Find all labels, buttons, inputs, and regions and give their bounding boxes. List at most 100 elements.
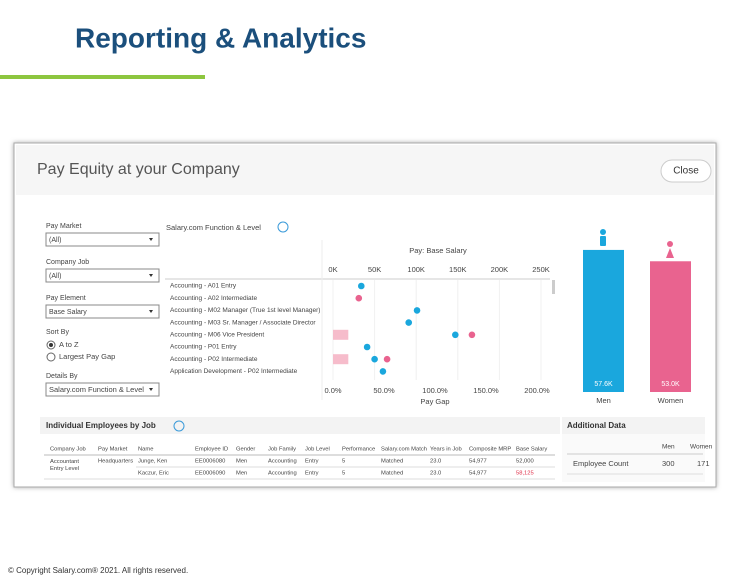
dropdown-arrow <box>149 310 153 313</box>
dot <box>371 355 378 363</box>
table-cell: Matched <box>381 471 403 477</box>
radio[interactable] <box>46 352 56 362</box>
x-tick-label: 0K <box>328 265 337 274</box>
category-label: Application Development - P02 Intermedia… <box>170 368 298 375</box>
x-tick-label: 100K <box>407 265 425 274</box>
dot <box>355 294 363 302</box>
details-label: Details By <box>46 373 78 380</box>
column-header: Women <box>690 444 713 451</box>
table-cell: 300 <box>662 459 675 468</box>
dropdown[interactable] <box>45 268 160 283</box>
bar-category-label: Men <box>596 396 611 405</box>
additional-titlebar <box>562 417 705 434</box>
column-header: Gender <box>236 447 255 453</box>
column-header: Salary.com Match <box>381 447 427 453</box>
category-label: Accounting - M03 Sr. Manager / Associate… <box>170 319 316 326</box>
dot <box>357 282 365 290</box>
table-cell: Matched <box>381 459 403 465</box>
info-icon[interactable] <box>277 221 289 233</box>
category-label: Accounting - P01 Entry <box>170 344 237 351</box>
women-icon <box>666 241 674 258</box>
dot <box>413 307 421 314</box>
dropdown[interactable] <box>45 382 160 397</box>
filter-label: Pay Market <box>46 223 81 230</box>
table-cell: Kaczur, Eric <box>138 471 169 477</box>
info-icon[interactable] <box>173 420 185 432</box>
dropdown-arrow <box>149 388 153 391</box>
dropdown-value: (All) <box>49 237 61 244</box>
x-tick-label: 50K <box>368 265 381 274</box>
dropdown-value: Base Salary <box>49 309 87 316</box>
column-header: Job Level <box>305 447 330 453</box>
column-header: Base Salary <box>516 447 547 453</box>
table-cell: EE0006080 <box>195 459 225 465</box>
column-header: Name <box>138 447 153 453</box>
column-header: Composite MRP <box>469 447 511 453</box>
category-label: Accounting - M02 Manager (True 1st level… <box>170 307 320 314</box>
bar-category-label: Women <box>658 396 684 405</box>
bar-value-label: 57.6K <box>594 381 613 388</box>
gap-bar <box>333 329 349 340</box>
x-tick-label: 200K <box>491 265 509 274</box>
table-cell: Accounting <box>268 459 297 465</box>
dropdown-arrow <box>149 238 153 241</box>
column-header: Employee ID <box>195 447 228 453</box>
table-cell: Accounting <box>268 471 297 477</box>
dropdown-value: Salary.com Function & Level <box>49 385 144 394</box>
dot <box>363 343 371 351</box>
x-tick-label: 150K <box>449 265 467 274</box>
x2-tick-label: 200.0% <box>524 386 550 395</box>
men-icon <box>600 229 606 246</box>
filter-label: Company Job <box>46 259 89 266</box>
chart-title: Pay: Base Salary <box>409 246 467 255</box>
category-label: Accounting - M06 Vice President <box>170 332 264 339</box>
table-cell: 5 <box>342 459 345 465</box>
x2-tick-label: 150.0% <box>473 386 499 395</box>
column-header: Men <box>662 444 675 451</box>
table-cell: Entry <box>305 459 319 465</box>
table-cell: 5 <box>342 471 345 477</box>
column-header: Company Job <box>50 447 86 453</box>
table-cell: Headquarters <box>98 459 133 465</box>
scrollbar <box>552 280 555 294</box>
dropdown[interactable] <box>45 304 160 319</box>
column-header: Job Family <box>268 447 296 453</box>
row-label: Employee Count <box>573 459 629 468</box>
tab-label: Salary.com Function & Level <box>166 223 261 232</box>
dropdown[interactable] <box>45 232 160 247</box>
table-cell: 171 <box>697 459 710 468</box>
table-title: Individual Employees by Job <box>46 421 156 430</box>
accent-line <box>0 75 205 79</box>
dashboard-title: Pay Equity at your Company <box>37 161 240 178</box>
dashboard-titlebar <box>16 145 714 195</box>
dropdown-arrow <box>149 274 153 277</box>
table-cell: 58,125 <box>516 471 534 477</box>
radio-label: A to Z <box>59 340 79 349</box>
table-cell: 23.0 <box>430 459 441 465</box>
gap-bar <box>333 354 349 365</box>
bar <box>650 261 691 392</box>
bar <box>583 249 624 392</box>
additional-title: Additional Data <box>567 421 626 430</box>
table-cell: 52,000 <box>516 459 534 465</box>
x-tick-label: 250K <box>532 265 550 274</box>
dot <box>379 368 387 375</box>
x-axis-label: Pay Gap <box>420 397 449 406</box>
category-label: Accounting - A01 Entry <box>170 283 237 290</box>
radio-dot <box>49 343 53 347</box>
page-title: Reporting & Analytics <box>75 22 366 53</box>
table-cell: Accountant Entry Level <box>50 459 79 472</box>
table-cell: 54,977 <box>469 459 487 465</box>
sort-label: Sort By <box>46 329 69 336</box>
column-header: Pay Market <box>98 447 128 453</box>
table-titlebar <box>40 417 560 434</box>
dot <box>383 355 391 363</box>
bar-value-label: 53.0K <box>661 381 680 388</box>
footer: © Copyright Salary.com® 2021. All rights… <box>8 566 188 575</box>
category-label: Accounting - P02 Intermediate <box>170 356 258 363</box>
table-cell: Junge, Ken <box>138 459 167 465</box>
dot <box>468 331 476 339</box>
column-header: Performance <box>342 447 375 453</box>
close-button[interactable] <box>660 159 712 183</box>
